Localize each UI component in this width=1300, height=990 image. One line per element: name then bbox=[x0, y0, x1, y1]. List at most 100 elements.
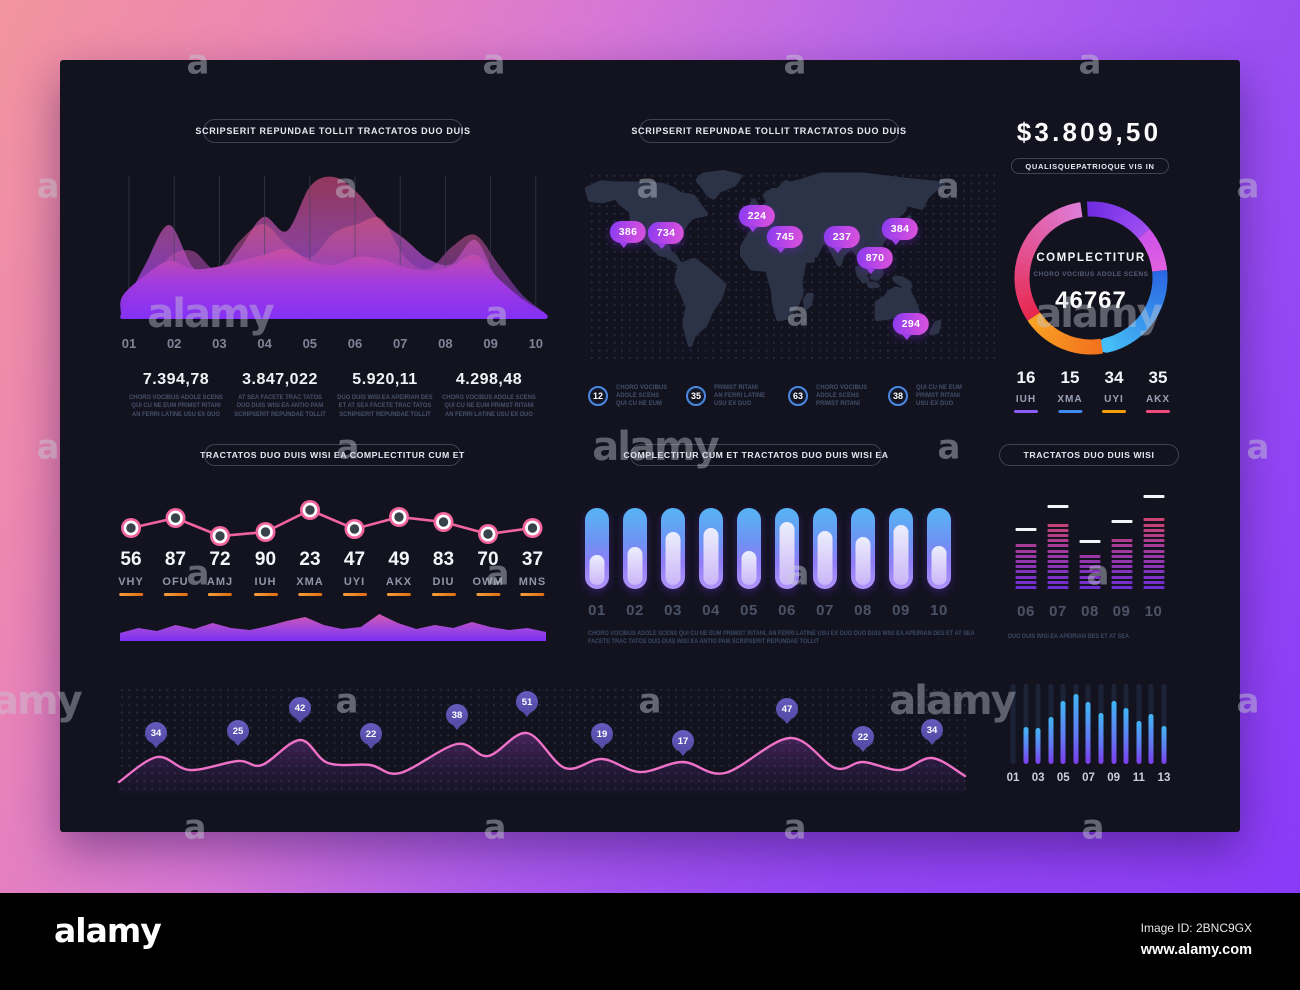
capsule-bar-fill bbox=[817, 531, 833, 585]
capsule-bar[interactable] bbox=[889, 508, 913, 589]
map-legend-text: PRIMST RITANI AN FERRI LATINE USU EX DUO bbox=[714, 384, 765, 407]
stat-lines: AT SEA FACETE TRAC TATOS DUO DUIS WISI EA… bbox=[224, 394, 336, 419]
mini-bar-fill[interactable] bbox=[1023, 727, 1029, 764]
wave-pin[interactable]: 42 bbox=[289, 697, 311, 723]
mini-bar-fill[interactable] bbox=[1085, 702, 1091, 764]
map-pin[interactable]: 870 bbox=[856, 247, 894, 274]
capsule-chart-title-pill[interactable]: COMPLECTITUR CUM ET TRACTATOS DUO DUIS W… bbox=[623, 444, 888, 466]
mini-bar-fill[interactable] bbox=[1073, 694, 1079, 764]
map-pin[interactable]: 386 bbox=[609, 221, 647, 248]
capsule-bar[interactable] bbox=[927, 508, 951, 589]
map-title-pill[interactable]: SCRIPSERIT REPUNDAE TOLLIT TRACTATOS DUO… bbox=[631, 119, 906, 143]
wave-pin[interactable]: 19 bbox=[591, 723, 613, 749]
equalizer-dash bbox=[1015, 554, 1037, 558]
mini-stat-label: IUH bbox=[1015, 394, 1037, 405]
wave-pin[interactable]: 22 bbox=[360, 723, 382, 749]
mini-bar-fill[interactable] bbox=[1161, 726, 1167, 764]
map-pin[interactable]: 734 bbox=[647, 222, 685, 249]
line-stat-underline bbox=[297, 593, 322, 596]
area-chart-title-pill[interactable]: SCRIPSERIT REPUNDAE TOLLIT TRACTATOS DUO… bbox=[195, 119, 470, 143]
equalizer-cap-dash bbox=[1015, 528, 1037, 532]
map-legend-line: CHORO VOCIBUS bbox=[616, 384, 668, 391]
equalizer-title: TRACTATOS DUO DUIS WISI bbox=[1023, 450, 1155, 460]
capsule-bar[interactable] bbox=[737, 508, 761, 589]
capsule-bar[interactable] bbox=[585, 508, 609, 589]
alamy-watermark-letter: a bbox=[36, 427, 60, 468]
equalizer-dash bbox=[1143, 549, 1164, 553]
line-stat-value: 70 bbox=[477, 549, 499, 570]
mini-bar-fill[interactable] bbox=[1060, 701, 1066, 764]
mini-bar-fill[interactable] bbox=[1148, 714, 1154, 764]
equalizer-dash bbox=[1111, 554, 1132, 558]
stat-line: AN FERRI LATINE USU EX DUO bbox=[132, 410, 220, 418]
map-pin[interactable]: 745 bbox=[766, 226, 804, 253]
stat-lines: DUO DUIS WISI EA APEIRIAN DES ET AT SEA F… bbox=[329, 394, 441, 419]
capsule-bar-fill bbox=[779, 522, 795, 585]
stat-line: ET AT SEA FACETE TRAC TATOS bbox=[338, 402, 432, 410]
mini-bar-fill[interactable] bbox=[1098, 713, 1104, 764]
wave-pin[interactable]: 51 bbox=[516, 691, 538, 717]
equalizer-title-pill[interactable]: TRACTATOS DUO DUIS WISI bbox=[999, 444, 1179, 466]
area-x-label: 07 bbox=[392, 336, 408, 351]
mini-stat-value: 35 bbox=[1148, 368, 1168, 387]
line-chart-title-pill[interactable]: TRACTATOS DUO DUIS WISI EA COMPLECTITUR … bbox=[200, 444, 464, 466]
mini-bar-fill[interactable] bbox=[1035, 728, 1041, 764]
equalizer-label: 10 bbox=[1144, 603, 1163, 620]
capsule-bar[interactable] bbox=[699, 508, 723, 589]
donut-chart bbox=[1014, 201, 1168, 355]
mini-bar-fill[interactable] bbox=[1048, 717, 1054, 764]
map-pin-tail bbox=[747, 226, 758, 232]
wave-pin-tail bbox=[928, 740, 936, 745]
map-pin[interactable]: 384 bbox=[881, 218, 919, 245]
donut-mini-stat: 35 AKX bbox=[1146, 368, 1170, 413]
wave-pin[interactable]: 25 bbox=[227, 720, 249, 746]
equalizer-label: 06 bbox=[1017, 603, 1035, 620]
equalizer-dash bbox=[1079, 580, 1101, 584]
mini-bar-fill[interactable] bbox=[1111, 701, 1117, 764]
map-legend-line: PRIMST RITANI bbox=[916, 391, 960, 399]
wave-pin[interactable]: 34 bbox=[921, 719, 943, 745]
capsule-bar[interactable] bbox=[661, 508, 685, 589]
equalizer-dash bbox=[1143, 554, 1164, 558]
equalizer-dash bbox=[1111, 539, 1132, 543]
capsule-bar-label: 09 bbox=[892, 602, 910, 619]
wave-pin[interactable]: 22 bbox=[852, 726, 874, 752]
wave-pin-tail bbox=[367, 744, 375, 749]
mini-bar-fill[interactable] bbox=[1123, 708, 1129, 764]
capsule-bar[interactable] bbox=[851, 508, 875, 589]
equalizer-dash bbox=[1047, 523, 1069, 527]
mini-stat-label: UYI bbox=[1104, 394, 1124, 405]
map-pin[interactable]: 224 bbox=[738, 205, 776, 232]
map-legend-circle: 63 bbox=[788, 385, 808, 406]
line-stat-value: 56 bbox=[120, 549, 142, 570]
capsule-bar-fill bbox=[931, 546, 947, 585]
capsule-bar[interactable] bbox=[813, 508, 837, 589]
capsule-bar-fill bbox=[703, 528, 719, 585]
stat-lines: CHORO VOCIBUS ADOLE SCENS QUI CU NE EUM P… bbox=[120, 394, 232, 419]
capsule-bar-label: 08 bbox=[854, 602, 872, 619]
wave-pin-tail bbox=[152, 743, 160, 748]
mini-bar-fill[interactable] bbox=[1136, 721, 1142, 764]
line-stat-label: AKX bbox=[385, 576, 413, 588]
total-amount: $3.809,50 bbox=[1016, 117, 1162, 147]
map-pin[interactable]: 294 bbox=[892, 313, 930, 340]
map-pin[interactable]: 237 bbox=[823, 226, 861, 253]
line-stat-label: OWM bbox=[472, 576, 504, 588]
line-stat: 90 IUH bbox=[253, 549, 278, 596]
capsule-bar[interactable] bbox=[775, 508, 799, 589]
line-stat-label: UYI bbox=[343, 576, 366, 588]
wave-pin[interactable]: 34 bbox=[145, 722, 167, 748]
wave-pin[interactable]: 17 bbox=[672, 730, 694, 756]
wave-pin[interactable]: 47 bbox=[776, 698, 798, 724]
area-x-label: 10 bbox=[528, 336, 544, 351]
amount-subtitle-pill[interactable]: QUALISQUEPATRIOQUE VIS IN bbox=[1011, 158, 1169, 174]
wave-pin-tail bbox=[453, 725, 461, 730]
wave-pin[interactable]: 38 bbox=[446, 704, 468, 730]
donut-mini-stat: 16 IUH bbox=[1014, 368, 1038, 413]
footer-bar: alamy Image ID: 2BNC9GX www.alamy.com bbox=[0, 893, 1300, 990]
mini-bar-label: 03 bbox=[1031, 772, 1045, 784]
area-x-label: 02 bbox=[166, 336, 182, 351]
equalizer-dash bbox=[1143, 565, 1164, 569]
capsule-bar[interactable] bbox=[623, 508, 647, 589]
line-stat-underline bbox=[163, 593, 188, 596]
